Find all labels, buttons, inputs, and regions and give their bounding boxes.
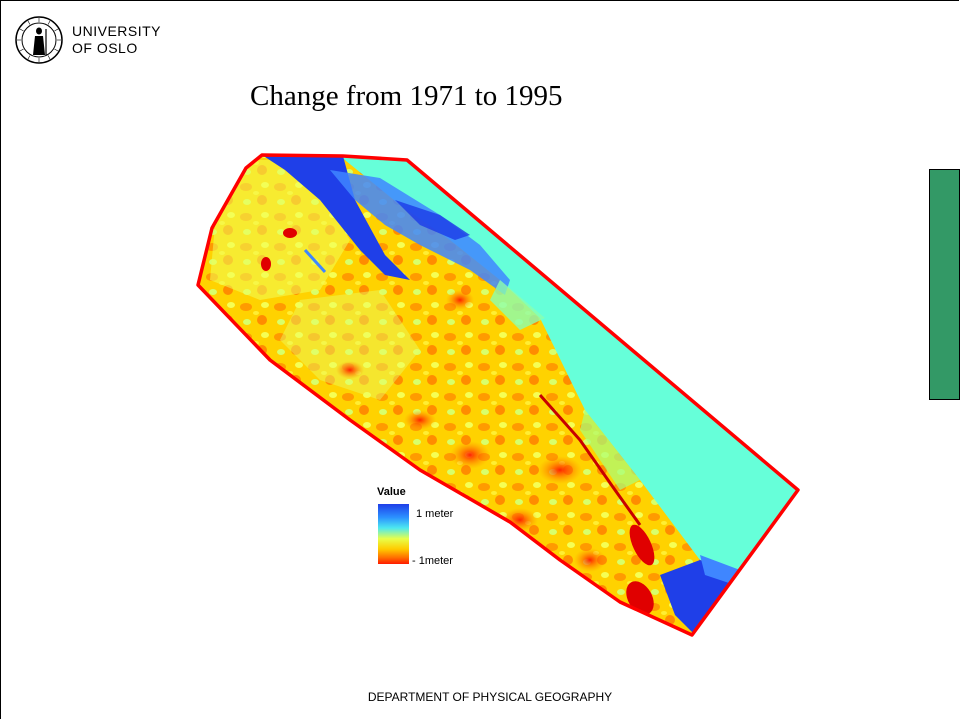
legend-title: Value bbox=[377, 486, 406, 498]
institution-line-2: OF OSLO bbox=[72, 40, 138, 56]
side-accent-bar bbox=[929, 169, 960, 400]
legend-color-ramp bbox=[378, 504, 409, 564]
university-seal-icon bbox=[15, 16, 63, 64]
legend-high-label: 1 meter bbox=[416, 508, 454, 520]
page-title: Change from 1971 to 1995 bbox=[250, 80, 563, 112]
footer-department: DEPARTMENT OF PHYSICAL GEOGRAPHY bbox=[367, 690, 613, 704]
legend-low-label: - 1meter bbox=[412, 555, 453, 567]
institution-line-1: UNIVERSITY bbox=[72, 23, 162, 39]
institution-name: UNIVERSITY OF OSLO bbox=[72, 23, 161, 57]
